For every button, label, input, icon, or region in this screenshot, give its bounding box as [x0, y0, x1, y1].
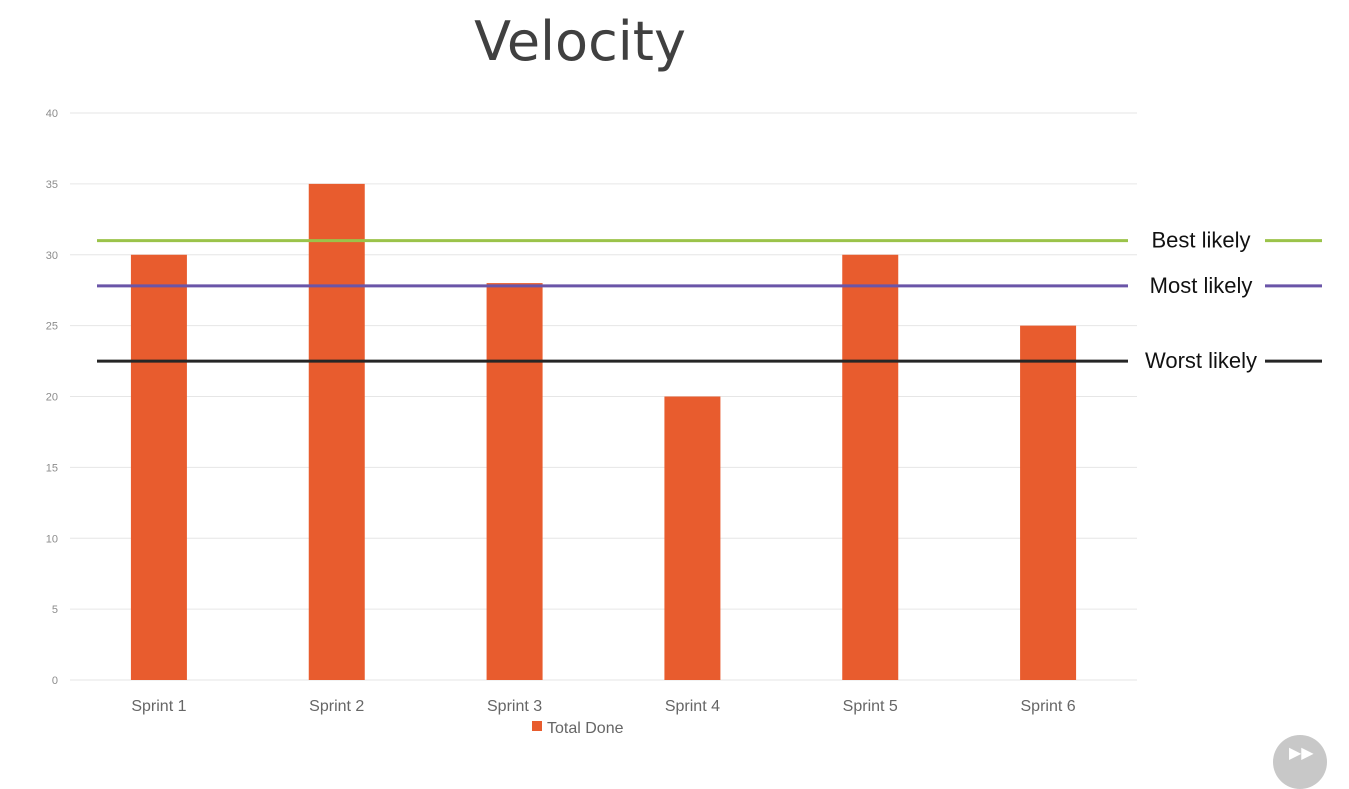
- y-tick-label: 30: [46, 250, 58, 262]
- x-tick-label: Sprint 4: [665, 698, 720, 715]
- fast-forward-icon: ▶▶: [1289, 745, 1314, 762]
- x-tick-label: Sprint 2: [309, 698, 364, 715]
- x-tick-label: Sprint 1: [131, 698, 186, 715]
- x-tick-label: Sprint 5: [843, 698, 898, 715]
- x-tick-label: Sprint 6: [1021, 698, 1076, 715]
- legend-swatch: [532, 721, 542, 731]
- y-tick-label: 15: [46, 462, 58, 474]
- x-tick-label: Sprint 3: [487, 698, 542, 715]
- y-tick-label: 5: [52, 604, 58, 616]
- bar-sprint-2: [308, 183, 365, 680]
- bar-sprint-6: [1020, 325, 1077, 680]
- bar-sprint-4: [664, 396, 721, 680]
- chart-title: Velocity: [474, 10, 686, 73]
- playback-button[interactable]: ▶▶: [1273, 735, 1327, 789]
- velocity-chart: 0 5 10 15 20 25 30 35 40 Sprint 1 Sprint 2 Sprint 3…: [46, 108, 1322, 737]
- y-tick-label: 40: [46, 108, 58, 120]
- reference-label: Worst likely: [1145, 348, 1257, 373]
- legend-label: Total Done: [547, 720, 624, 737]
- y-tick-label: 35: [46, 179, 58, 191]
- bar-sprint-5: [842, 254, 899, 680]
- reference-label: Best likely: [1151, 228, 1250, 253]
- y-tick-label: 10: [46, 533, 58, 545]
- y-tick-label: 0: [52, 675, 58, 687]
- y-tick-label: 25: [46, 321, 58, 333]
- y-tick-label: 20: [46, 392, 58, 404]
- reference-label: Most likely: [1150, 273, 1253, 298]
- bar-sprint-3: [486, 283, 543, 680]
- bar-sprint-1: [130, 254, 187, 680]
